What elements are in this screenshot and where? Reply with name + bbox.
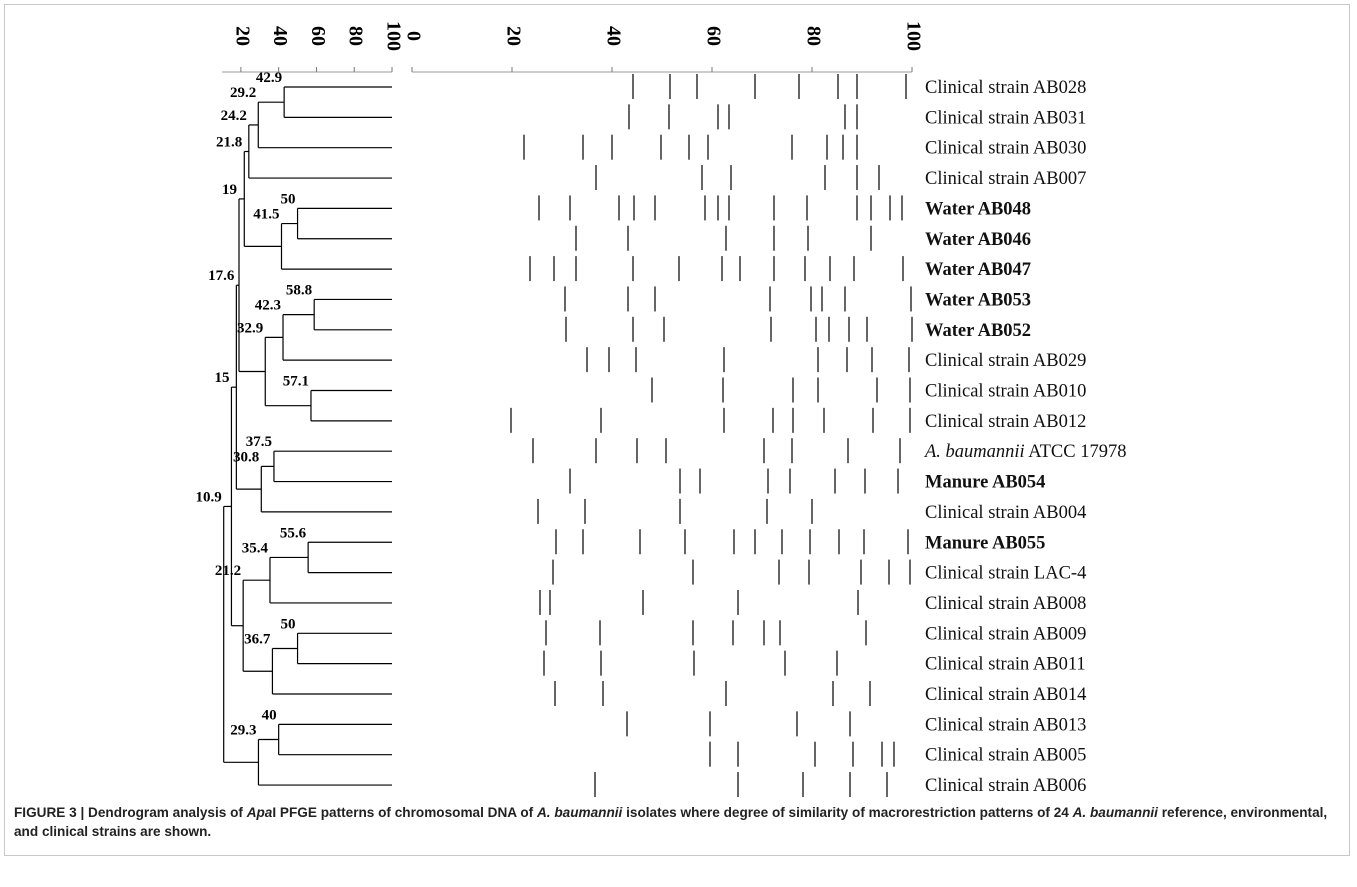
- leaf-label-part: Water AB046: [925, 230, 1031, 250]
- leaf-label: Clinical strain AB008: [925, 594, 1086, 614]
- node-label: 19: [222, 182, 237, 198]
- leaf-label-part: Manure AB054: [925, 473, 1045, 493]
- node-label: 21.8: [216, 134, 242, 150]
- leaf-label-part: Water AB047: [925, 260, 1031, 280]
- leaf-label: Clinical strain AB031: [925, 108, 1086, 128]
- node-label: 55.6: [280, 525, 307, 541]
- leaf-label-part: Clinical strain AB013: [925, 715, 1086, 735]
- node-label: 50: [281, 616, 296, 632]
- node-label: 30.8: [233, 449, 259, 465]
- figure: 20406080100020406080100Clinical strain A…: [0, 0, 1357, 887]
- node-label: 17.6: [208, 268, 235, 284]
- node-label: 57.1: [283, 374, 309, 390]
- leaf-label-part: Water AB053: [925, 290, 1031, 310]
- leaf-label-part: Clinical strain AB005: [925, 746, 1086, 766]
- leaf-label-part: Clinical strain AB008: [925, 594, 1086, 614]
- leaf-label: Clinical strain AB010: [925, 382, 1086, 402]
- node-label: 29.3: [230, 723, 256, 739]
- leaf-label-part: Clinical strain AB028: [925, 78, 1086, 98]
- leaf-label: Clinical strain AB011: [925, 655, 1086, 675]
- leaf-label: Clinical strain AB006: [925, 776, 1086, 796]
- node-label: 29.2: [230, 85, 256, 101]
- figure-caption: FIGURE 3 | Dendrogram analysis of ApaI P…: [14, 803, 1344, 841]
- leaf-label: Water AB052: [925, 321, 1031, 341]
- tree-x-tick-label: 60: [307, 26, 329, 46]
- node-label: 37.5: [246, 434, 272, 450]
- leaf-label: Clinical strain AB009: [925, 624, 1086, 644]
- caption-part: FIGURE 3 | Dendrogram analysis of: [14, 805, 247, 820]
- band-x-tick-label: 80: [802, 26, 824, 46]
- leaf-label-part: Clinical strain AB031: [925, 108, 1086, 128]
- node-label: 40: [262, 707, 277, 723]
- band-x-tick-label: 40: [602, 26, 624, 46]
- leaf-label-part: ATCC 17978: [1025, 442, 1127, 462]
- node-label: 24.2: [221, 108, 247, 124]
- leaf-label-part: Clinical strain AB009: [925, 624, 1086, 644]
- leaf-label-part: Clinical strain AB030: [925, 139, 1086, 159]
- band-x-tick-label: 60: [702, 26, 724, 46]
- leaf-label-part: Water AB048: [925, 199, 1031, 219]
- node-label: 50: [281, 191, 296, 207]
- band-x-tick-label: 100: [902, 21, 924, 51]
- leaf-label: Clinical strain AB029: [925, 351, 1086, 371]
- caption-part: Apa: [247, 805, 273, 820]
- caption-part: isolates where degree of similarity of m…: [622, 805, 1072, 820]
- leaf-label: Manure AB054: [925, 473, 1045, 493]
- leaf-label: Clinical strain AB030: [925, 139, 1086, 159]
- leaf-label: Clinical strain AB007: [925, 169, 1086, 189]
- node-label: 35.4: [242, 540, 269, 556]
- node-label: 42.3: [255, 298, 281, 314]
- leaf-label: Water AB048: [925, 199, 1031, 219]
- node-label: 41.5: [253, 207, 279, 223]
- leaf-label-part: Clinical strain AB004: [925, 503, 1086, 523]
- tree-x-tick-label: 80: [345, 26, 367, 46]
- node-label: 32.9: [237, 320, 263, 336]
- leaf-label: Clinical strain AB013: [925, 715, 1086, 735]
- tree-x-tick-label: 20: [231, 26, 253, 46]
- leaf-label: Clinical strain LAC-4: [925, 564, 1086, 584]
- band-x-tick-label: 0: [402, 31, 424, 41]
- leaf-label-part: Manure AB055: [925, 533, 1045, 553]
- node-label: 58.8: [286, 282, 312, 298]
- leaf-label-part: Clinical strain AB029: [925, 351, 1086, 371]
- node-label: 10.9: [195, 489, 221, 505]
- leaf-label-part: Clinical strain LAC-4: [925, 564, 1086, 584]
- leaf-label-part: Clinical strain AB014: [925, 685, 1086, 705]
- tree-x-tick-label: 40: [269, 26, 291, 46]
- leaf-label: Clinical strain AB005: [925, 746, 1086, 766]
- leaf-label-part: Clinical strain AB007: [925, 169, 1086, 189]
- leaf-label-part: Water AB052: [925, 321, 1031, 341]
- tree-x-tick-label: 100: [382, 21, 404, 51]
- leaf-label-part: Clinical strain AB012: [925, 412, 1086, 432]
- leaf-label-part: Clinical strain AB010: [925, 382, 1086, 402]
- band-x-tick-label: 20: [502, 26, 524, 46]
- caption-part: A. baumannii: [537, 805, 622, 820]
- caption-part: A. baumannii: [1073, 805, 1158, 820]
- leaf-label-part: Clinical strain AB006: [925, 776, 1086, 796]
- leaf-label-part: Clinical strain AB011: [925, 655, 1086, 675]
- node-label: 42.9: [256, 70, 282, 86]
- caption-part: I PFGE patterns of chromosomal DNA of: [272, 805, 537, 820]
- leaf-label: Clinical strain AB028: [925, 78, 1086, 98]
- leaf-label: Manure AB055: [925, 533, 1045, 553]
- node-label: 15: [214, 370, 229, 386]
- leaf-label: Clinical strain AB014: [925, 685, 1086, 705]
- leaf-label: A. baumannii ATCC 17978: [923, 442, 1126, 462]
- leaf-label-part: A. baumannii: [923, 442, 1025, 462]
- leaf-label: Water AB047: [925, 260, 1031, 280]
- leaf-label: Water AB046: [925, 230, 1031, 250]
- node-label: 36.7: [244, 631, 271, 647]
- leaf-label: Water AB053: [925, 290, 1031, 310]
- leaf-label: Clinical strain AB004: [925, 503, 1086, 523]
- leaf-label: Clinical strain AB012: [925, 412, 1086, 432]
- node-label: 21.2: [215, 563, 241, 579]
